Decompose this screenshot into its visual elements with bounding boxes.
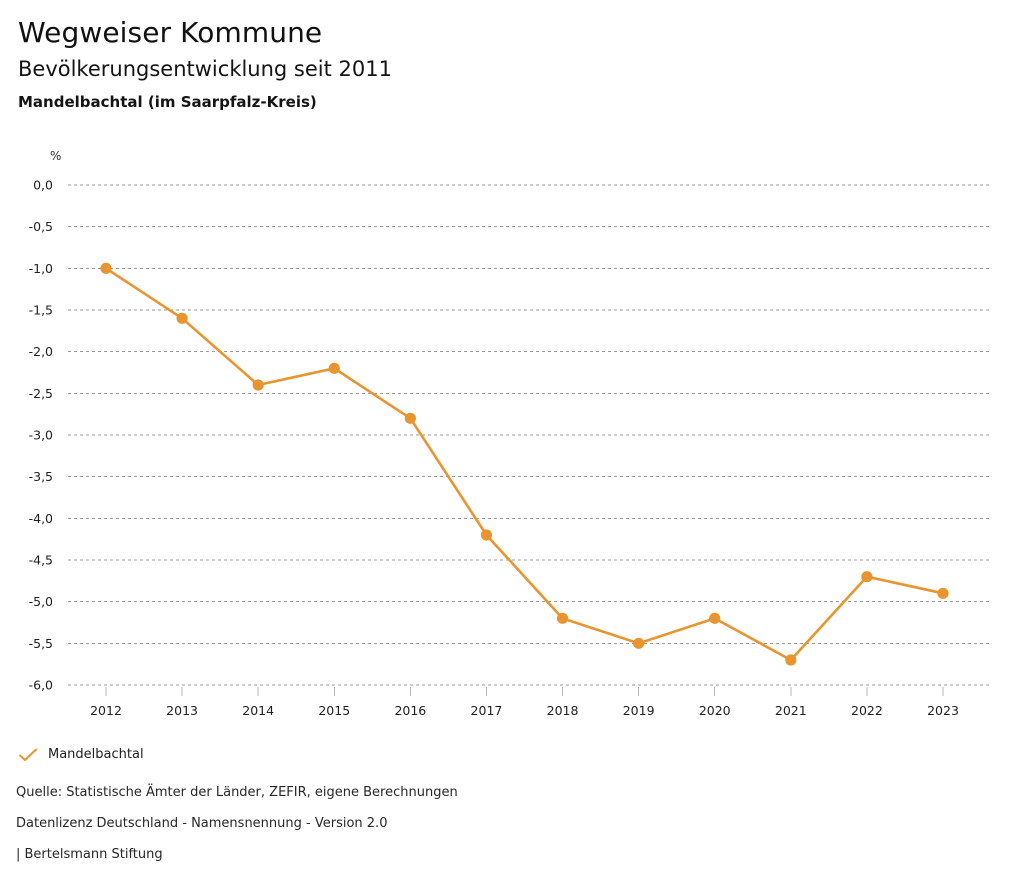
y-axis-tick-label: -0,5 [29,219,53,234]
y-axis-tick-label: -4,0 [29,511,53,526]
x-axis-tick-label: 2023 [927,703,959,718]
y-axis-tick-label: -2,5 [29,386,53,401]
data-point[interactable] [556,612,569,624]
x-axis-tick-label: 2021 [775,703,807,718]
header: Wegweiser Kommune Bevölkerungsentwicklun… [18,16,998,112]
gridlines-group [68,184,992,686]
data-point[interactable] [937,587,949,599]
y-axis-tick-label: 0,0 [33,178,53,193]
data-point[interactable] [785,654,797,666]
footer-license: Datenlizenz Deutschland - Namensnennung … [16,816,388,831]
series-line [104,267,945,662]
legend-item-label[interactable]: Mandelbachtal [48,747,144,762]
y-axis-unit-label: % [50,149,61,163]
check-icon[interactable] [18,747,38,763]
data-point[interactable] [480,529,493,541]
data-point[interactable] [328,362,340,374]
x-axis-tick-label: 2015 [318,703,350,718]
y-axis-tick-label: -3,0 [29,428,53,443]
footer-source: Quelle: Statistische Ämter der Länder, Z… [16,785,458,800]
chart-legend: Mandelbachtal [18,744,144,766]
data-point[interactable] [404,412,416,424]
page-subtitle: Bevölkerungsentwicklung seit 2011 [18,57,392,81]
x-axis-labels-group: 2012 2013 2014 2015 2016 2017 2018 2019 2020 2021… [90,687,959,718]
page-title: Wegweiser Kommune [18,16,323,49]
x-axis-tick-label: 2022 [851,703,883,718]
data-point[interactable] [709,612,721,624]
y-axis-tick-label: -5,0 [29,594,53,609]
y-axis-tick-label: -5,5 [29,636,53,651]
data-point[interactable] [100,262,112,274]
series-group [100,262,949,666]
x-axis-tick-label: 2014 [242,703,274,718]
footer-publisher: | Bertelsmann Stiftung [16,847,163,862]
chart-container: 0,0 -0,5 -1,0 -1,5 -2,0 -2,5 -3,0 -3,5 -4,0 -4,5 -… [0,140,1024,730]
line-chart: 0,0 -0,5 -1,0 -1,5 -2,0 -2,5 -3,0 -3,5 -4,0 -4,5 -… [29,149,992,718]
y-axis-tick-label: -4,5 [29,553,53,568]
x-axis-tick-label: 2017 [471,703,503,718]
x-axis-tick-label: 2019 [623,703,655,718]
x-axis-tick-label: 2016 [394,703,426,718]
footer: Quelle: Statistische Ämter der Länder, Z… [16,784,916,863]
data-point[interactable] [861,571,873,583]
y-axis-tick-label: -2,0 [29,344,53,359]
y-axis-tick-label: -6,0 [29,678,53,693]
x-axis-tick-label: 2012 [90,703,122,718]
x-axis-tick-label: 2020 [699,703,731,718]
data-point[interactable] [252,379,264,391]
data-point[interactable] [633,637,645,649]
region-label: Mandelbachtal (im Saarpfalz-Kreis) [18,93,317,111]
data-point[interactable] [176,312,188,324]
y-axis-labels-group: 0,0 -0,5 -1,0 -1,5 -2,0 -2,5 -3,0 -3,5 -4,0 -4,5 -… [29,178,53,693]
y-axis-tick-label: -3,5 [29,469,53,484]
x-axis-tick-label: 2013 [166,703,198,718]
y-axis-tick-label: -1,5 [29,303,53,318]
x-axis-tick-label: 2018 [547,703,579,718]
y-axis-tick-label: -1,0 [29,261,53,276]
